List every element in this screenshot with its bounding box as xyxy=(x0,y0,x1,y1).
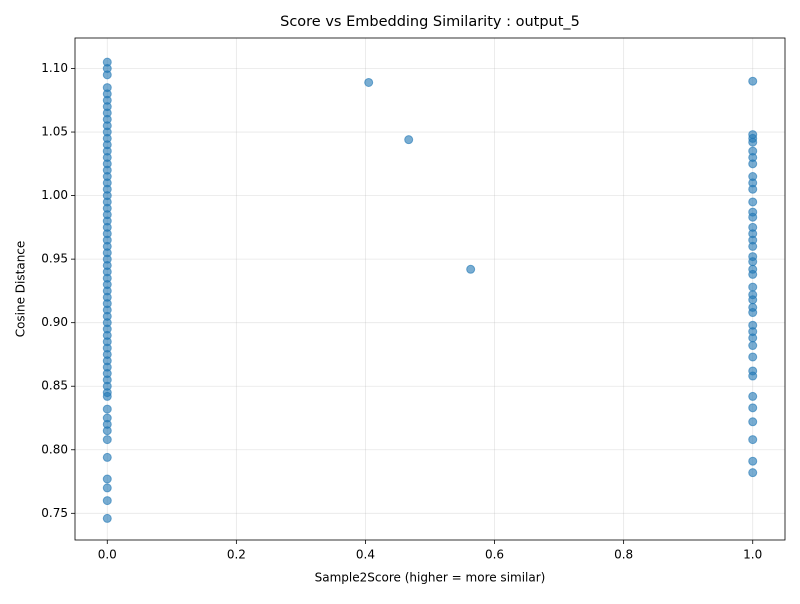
y-tick-label: 1.00 xyxy=(41,188,68,202)
x-tick-label: 0.6 xyxy=(485,548,504,562)
point xyxy=(748,352,758,362)
y-tick-label: 0.85 xyxy=(41,379,68,393)
point xyxy=(102,391,112,401)
point xyxy=(102,483,112,493)
point xyxy=(748,197,758,207)
point xyxy=(748,295,758,305)
y-axis-label: Cosine Distance xyxy=(14,241,28,338)
point xyxy=(748,468,758,478)
point xyxy=(748,137,758,147)
y-tick-label: 1.05 xyxy=(41,125,68,139)
point xyxy=(102,474,112,484)
point xyxy=(748,403,758,413)
point xyxy=(748,269,758,279)
point xyxy=(466,264,476,274)
point xyxy=(748,76,758,86)
x-tick-label: 0.0 xyxy=(98,548,117,562)
plot-frame xyxy=(74,37,786,541)
x-tick-label: 0.2 xyxy=(227,548,246,562)
point xyxy=(748,184,758,194)
point xyxy=(748,435,758,445)
point xyxy=(748,212,758,222)
point xyxy=(102,452,112,462)
point xyxy=(748,333,758,343)
point xyxy=(102,426,112,436)
y-tick-label: 0.95 xyxy=(41,252,68,266)
point xyxy=(748,371,758,381)
point xyxy=(102,496,112,506)
point xyxy=(102,404,112,414)
point xyxy=(404,135,414,145)
point xyxy=(102,513,112,523)
x-tick-label: 1.0 xyxy=(743,548,762,562)
y-tick-label: 1.10 xyxy=(41,61,68,75)
point xyxy=(748,282,758,292)
point xyxy=(102,70,112,80)
y-tick-label: 0.80 xyxy=(41,442,68,456)
x-tick-label: 0.8 xyxy=(614,548,633,562)
point xyxy=(364,77,374,87)
point xyxy=(748,341,758,351)
point xyxy=(748,417,758,427)
point xyxy=(748,159,758,169)
chart-title: Score vs Embedding Similarity : output_5 xyxy=(280,14,580,30)
point xyxy=(748,308,758,318)
point xyxy=(748,257,758,267)
x-axis-label: Sample2Score (higher = more similar) xyxy=(315,571,546,585)
point xyxy=(748,241,758,251)
point xyxy=(748,456,758,466)
y-tick-label: 0.75 xyxy=(41,506,68,520)
point xyxy=(748,391,758,401)
x-tick-label: 0.4 xyxy=(356,548,375,562)
y-tick-label: 0.90 xyxy=(41,315,68,329)
point xyxy=(102,435,112,445)
